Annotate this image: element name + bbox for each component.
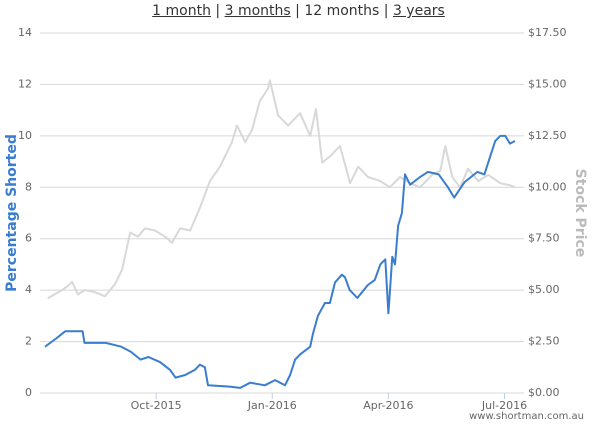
y2-tick-label: $5.00	[528, 283, 560, 296]
y2-tick-label: $17.50	[528, 26, 567, 39]
range-current: 12 months	[304, 3, 380, 19]
y-axis-title: Percentage Shorted	[4, 134, 20, 292]
series-line	[44, 134, 516, 389]
range-nav: 1 month | 3 months | 12 months | 3 years	[0, 3, 597, 19]
y2-tick-label: $15.00	[528, 77, 567, 90]
y-tick-label: 12	[18, 77, 32, 90]
y2-tick-label: $0.00	[528, 386, 560, 399]
separator: |	[295, 3, 300, 19]
watermark: www.shortman.com.au	[469, 411, 584, 422]
y-tick-label: 14	[18, 26, 32, 39]
y2-tick-label: $10.00	[528, 180, 567, 193]
x-tick-label: Oct-2015	[131, 399, 182, 412]
y2-axis-title: Stock Price	[572, 169, 588, 258]
y-tick-label: 6	[25, 232, 32, 245]
separator: |	[215, 3, 221, 19]
range-link[interactable]: 3 months	[224, 3, 291, 19]
separator: |	[383, 3, 389, 19]
y-tick-label: 0	[25, 386, 32, 399]
series-line	[47, 79, 516, 300]
x-tick-label: Jan-2016	[247, 399, 297, 412]
x-tick-label: Jul-2016	[481, 399, 527, 412]
y-tick-label: 2	[25, 335, 32, 348]
y-tick-label: 4	[25, 283, 32, 296]
y2-tick-label: $2.50	[528, 335, 560, 348]
y-tick-label: 10	[18, 129, 32, 142]
y-tick-label: 8	[25, 180, 32, 193]
y2-tick-label: $12.50	[528, 129, 567, 142]
range-link[interactable]: 3 years	[392, 3, 445, 19]
y2-tick-label: $7.50	[528, 232, 560, 245]
range-link[interactable]: 1 month	[152, 3, 211, 19]
x-tick-label: Apr-2016	[363, 399, 413, 412]
